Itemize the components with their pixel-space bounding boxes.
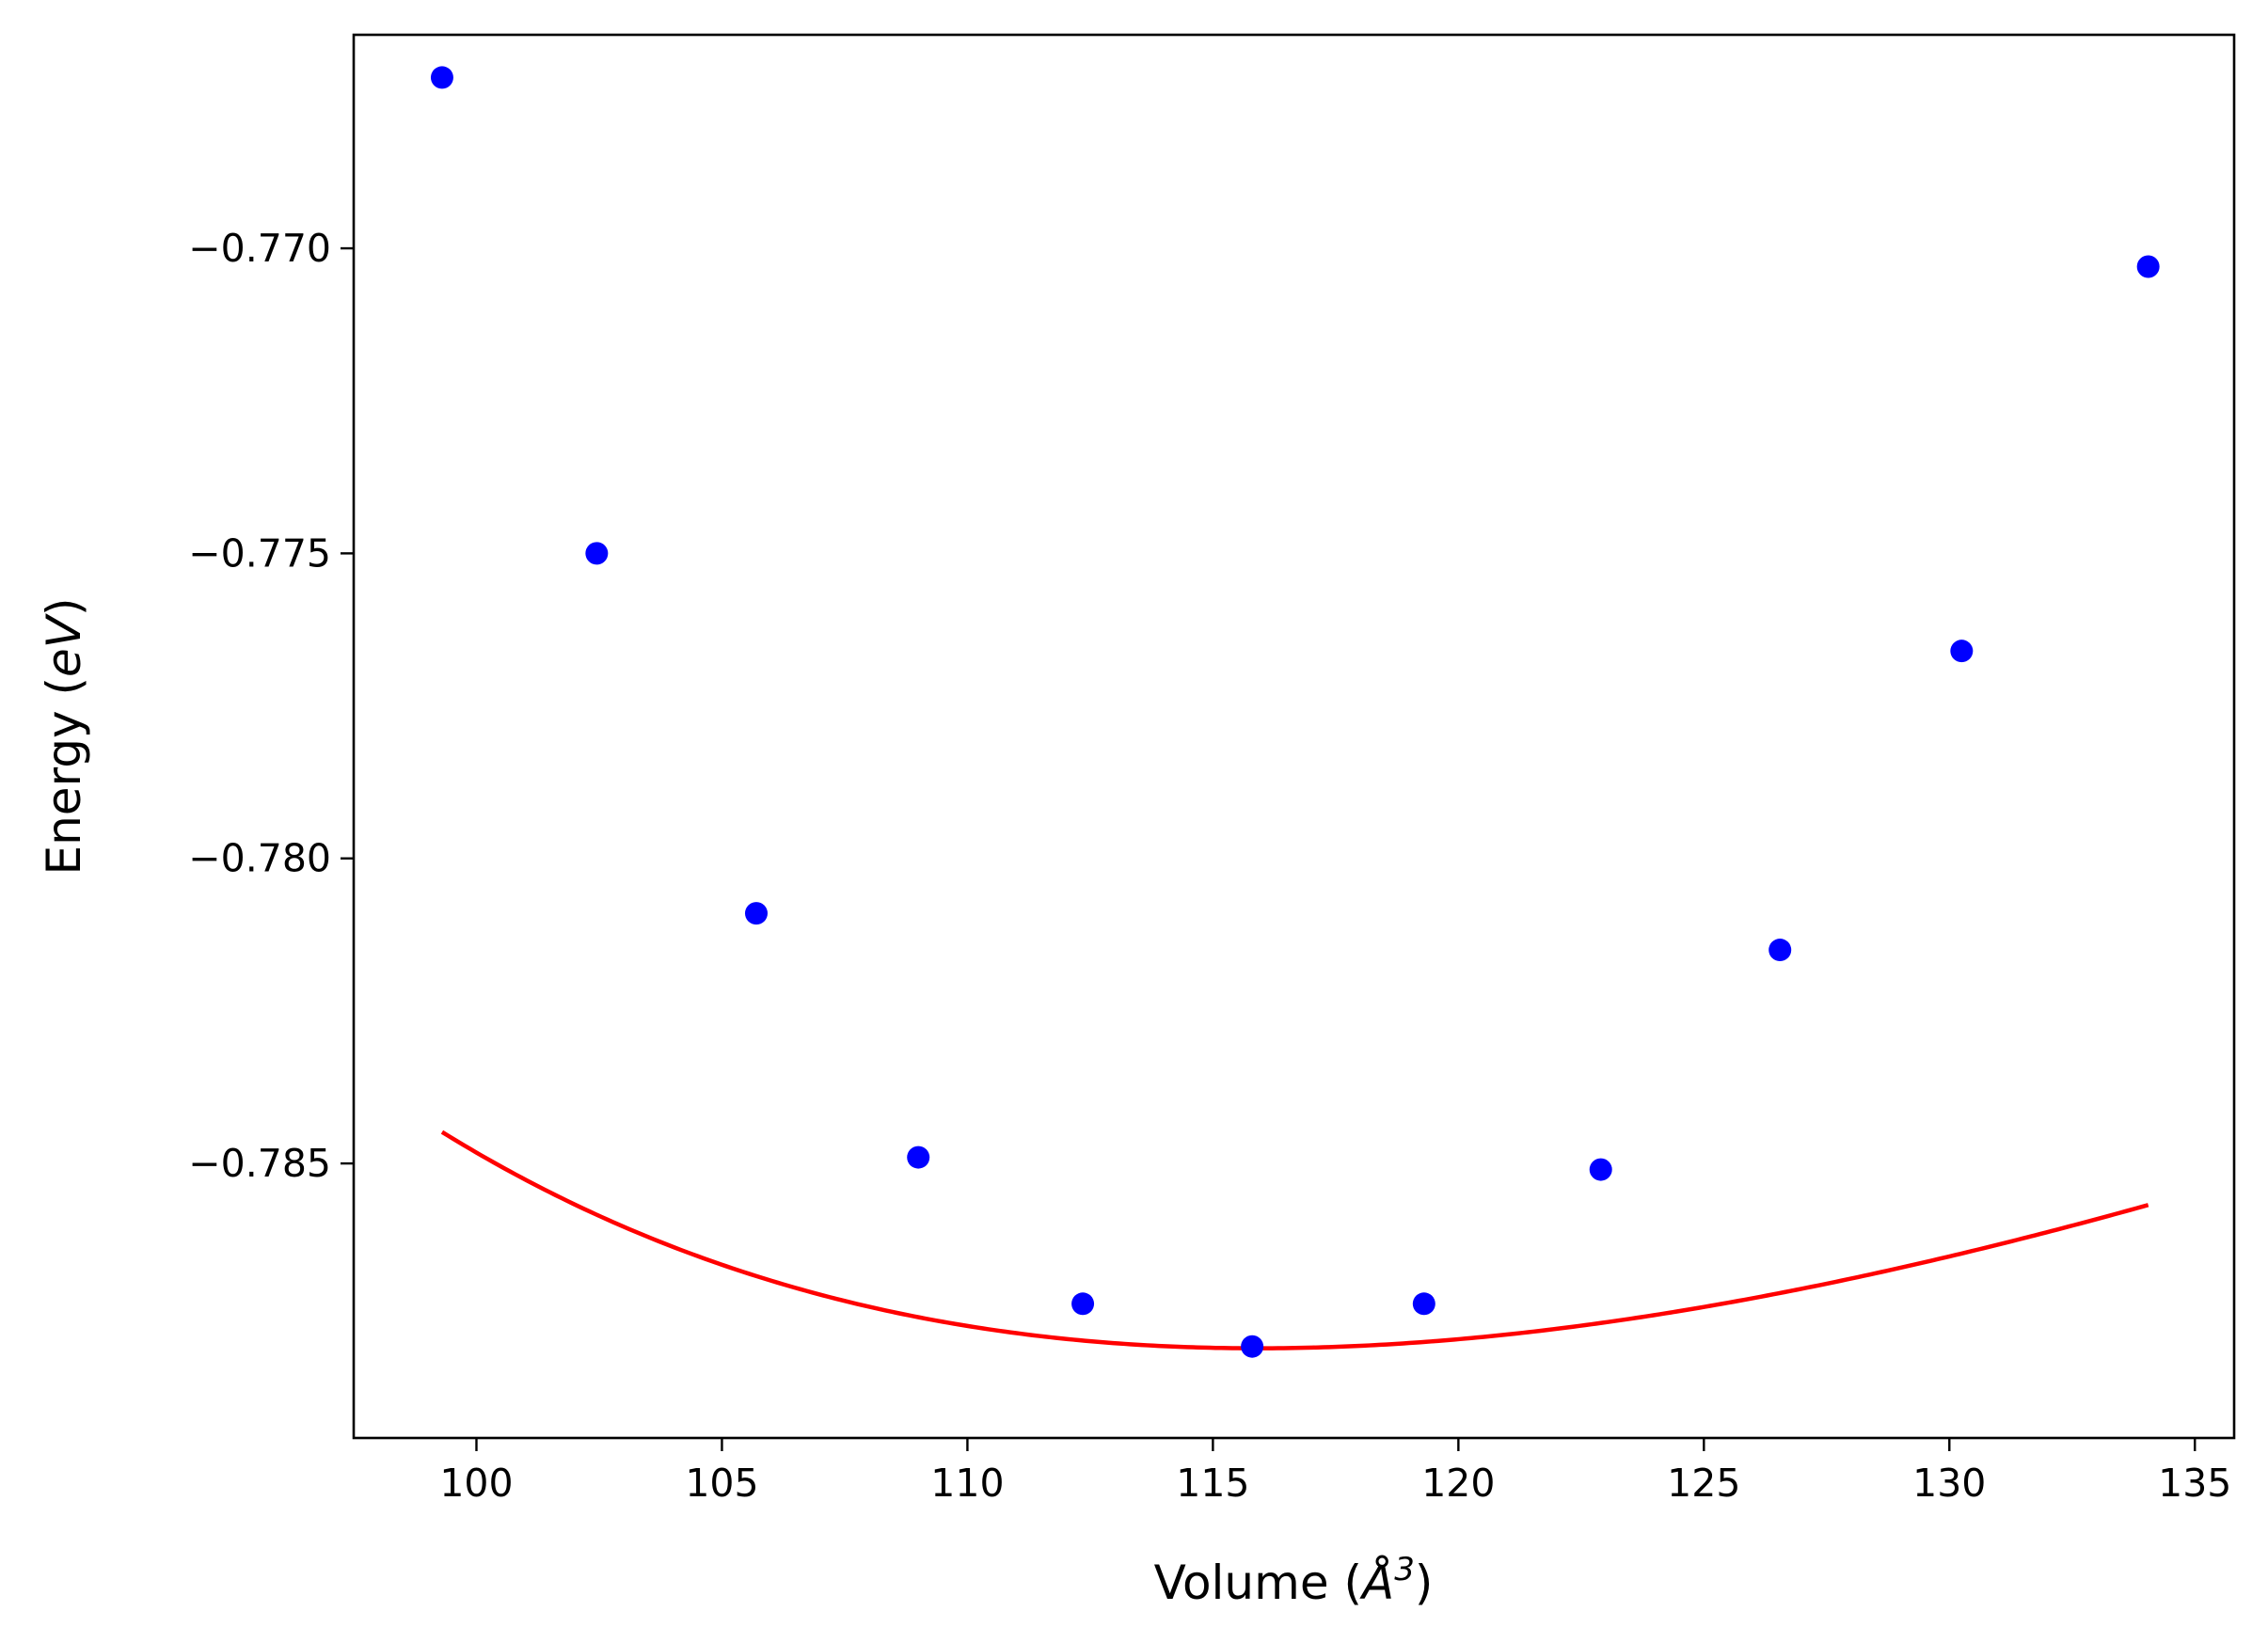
y-tick-label: −0.785	[188, 1141, 331, 1186]
data-point	[1071, 1292, 1095, 1316]
x-tick-label: 105	[685, 1461, 758, 1506]
plot-area	[430, 66, 2160, 1358]
y-axis-label: Energy (eV)	[37, 598, 91, 876]
x-tick-label: 125	[1667, 1461, 1740, 1506]
y-tick-label: −0.780	[188, 836, 331, 881]
data-point	[585, 542, 609, 565]
x-tick-label: 110	[930, 1461, 1004, 1506]
plot-frame	[352, 33, 2236, 1440]
fit-curve	[440, 1130, 2149, 1351]
data-point	[744, 902, 768, 925]
x-axis-label: Volume (Å3)	[1154, 1551, 1434, 1610]
data-point	[430, 66, 453, 89]
data-point	[1589, 1158, 1612, 1181]
y-tick-label: −0.770	[188, 226, 331, 271]
data-point	[1768, 939, 1792, 962]
y-tick-label: −0.775	[188, 530, 331, 576]
x-axis: 100 105 110 115 120 125 130 135	[439, 1438, 2231, 1506]
data-point	[907, 1145, 930, 1169]
data-point	[1412, 1292, 1435, 1316]
data-point	[2136, 255, 2160, 278]
y-axis: −0.770 −0.775 −0.780 −0.785	[188, 226, 354, 1186]
x-tick-label: 135	[2158, 1461, 2231, 1506]
x-tick-label: 130	[1912, 1461, 1986, 1506]
x-tick-label: 100	[439, 1461, 513, 1506]
x-tick-label: 115	[1176, 1461, 1249, 1506]
data-point	[1950, 640, 1974, 663]
x-tick-label: 120	[1421, 1461, 1495, 1506]
data-point	[1241, 1335, 1264, 1358]
